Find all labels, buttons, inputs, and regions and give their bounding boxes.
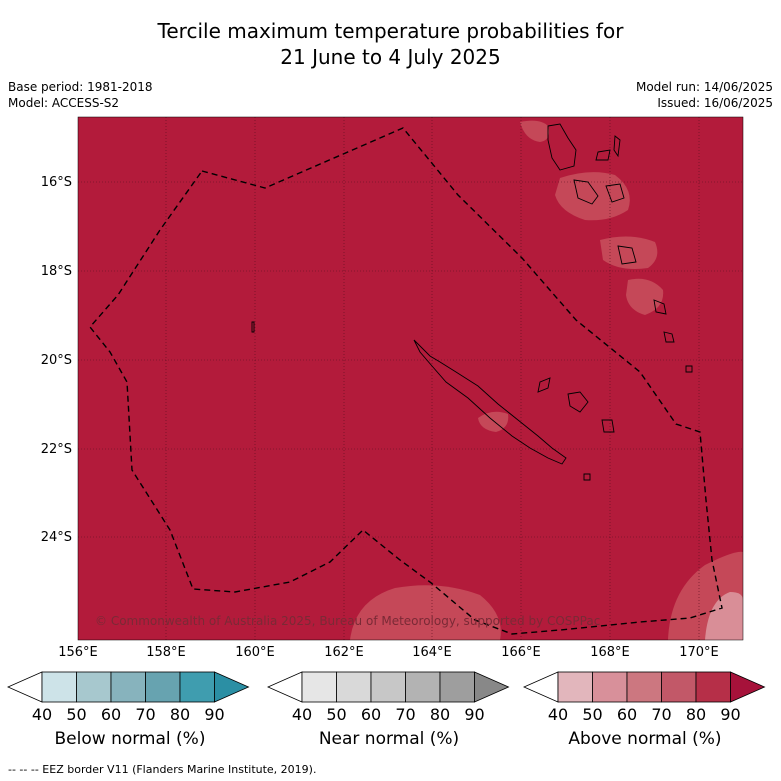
efate-coast: [653, 299, 667, 315]
ambrym-coast: [605, 183, 625, 203]
erromango-coast: [663, 331, 675, 343]
legend-near-normal: [267, 671, 510, 703]
legend-title-near: Near normal (%): [318, 729, 460, 749]
legend-tick-label: 40: [291, 705, 313, 724]
lat-label-16s: 16°S: [40, 175, 72, 190]
patch-vanuatu-north: [520, 120, 549, 142]
legend-tick-label: 50: [582, 705, 603, 724]
patch-southeast-lighter: [705, 592, 743, 640]
patch-south: [350, 585, 501, 640]
legend-title-above: Above normal (%): [568, 729, 722, 749]
legend-tick-label: 60: [360, 705, 382, 724]
lat-label-24s: 24°S: [40, 530, 72, 545]
chart-title: Tercile maximum temperature probabilitie…: [0, 18, 781, 70]
isle-of-pines-coast: [583, 473, 591, 481]
meta-left: Base period: 1981-2018 Model: ACCESS-S2: [8, 79, 153, 111]
lat-label-22s: 22°S: [40, 442, 72, 457]
legend-tick-label: 80: [685, 705, 707, 724]
legend-tick-label: 70: [651, 705, 672, 724]
legend-swatch: [661, 671, 697, 703]
legend-tick-label: 80: [429, 705, 451, 724]
legend-tick-label: 80: [169, 705, 191, 724]
legend-swatch: [405, 671, 441, 703]
legend-arrow-high: [730, 671, 766, 703]
legend-arrow-low: [267, 671, 303, 703]
legend-tick-label: 90: [204, 705, 225, 724]
map-background: [78, 117, 743, 640]
legend-title-below: Below normal (%): [54, 729, 206, 749]
legend-arrow-low: [7, 671, 43, 703]
lon-label-168e: 168°E: [590, 645, 630, 660]
legend-swatch: [145, 671, 181, 703]
legend-swatch: [626, 671, 662, 703]
legend-tick-label: 60: [100, 705, 122, 724]
mare-coast: [601, 419, 615, 433]
legend-swatch: [301, 671, 337, 703]
lat-label-20s: 20°S: [40, 353, 72, 368]
legend-swatch: [76, 671, 112, 703]
legend-swatch: [557, 671, 593, 703]
espiritu-santo-coast: [547, 123, 577, 171]
legend-tick-label: 60: [616, 705, 638, 724]
title-line-2: 21 June to 4 July 2025: [280, 45, 501, 69]
legend-tick-label: 50: [326, 705, 347, 724]
lon-label-162e: 162°E: [324, 645, 364, 660]
legend-swatch: [179, 671, 215, 703]
legend-tick-label: 70: [395, 705, 416, 724]
base-period: Base period: 1981-2018: [8, 80, 153, 94]
lon-label-158e: 158°E: [146, 645, 186, 660]
legend-tick-label: 90: [720, 705, 741, 724]
legend-above-normal: [523, 671, 766, 703]
model-run: Model run: 14/06/2025: [635, 80, 773, 94]
lon-label-160e: 160°E: [235, 645, 275, 660]
small-island-coast: [251, 321, 255, 333]
legend-tick-label: 40: [31, 705, 53, 724]
legend-arrow-high: [214, 671, 250, 703]
new-caledonia-coast: [413, 339, 567, 465]
map-copyright: © Commonwealth of Australia 2025, Bureau…: [95, 614, 601, 628]
coastlines: [251, 123, 693, 481]
legend-below-normal: [7, 671, 250, 703]
gridlines: [78, 117, 743, 640]
legend-swatch: [439, 671, 475, 703]
legend-tick-label: 70: [135, 705, 156, 724]
legend-tick-label: 90: [464, 705, 485, 724]
legend-swatch: [695, 671, 731, 703]
map-area: [78, 117, 743, 640]
lat-label-18s: 18°S: [40, 264, 72, 279]
lifou-coast: [567, 391, 589, 413]
patch-efate: [626, 278, 664, 315]
eez-footnote: -- -- -- EEZ border V11 (Flanders Marine…: [8, 763, 317, 776]
lon-label-166e: 166°E: [501, 645, 541, 660]
lon-label-164e: 164°E: [412, 645, 452, 660]
ambae-coast: [595, 149, 611, 161]
patch-vanuatu-central: [555, 172, 630, 221]
meta-right: Model run: 14/06/2025 Issued: 16/06/2025: [636, 79, 773, 111]
title-line-1: Tercile maximum temperature probabilitie…: [157, 19, 624, 43]
legend-arrow-high: [474, 671, 510, 703]
eez-border: [89, 127, 723, 635]
legend-swatch: [41, 671, 77, 703]
maewo-coast: [613, 135, 621, 158]
legend-swatch: [370, 671, 406, 703]
tanna-coast: [685, 365, 693, 373]
lon-label-156e: 156°E: [58, 645, 98, 660]
erromango-north-coast: [617, 245, 637, 265]
lon-label-170e: 170°E: [679, 645, 719, 660]
patch-vanuatu-south: [600, 236, 658, 269]
legend-tick-label: 50: [66, 705, 87, 724]
map-frame: [77, 116, 744, 641]
legend-tick-label: 40: [547, 705, 569, 724]
model-name: Model: ACCESS-S2: [8, 96, 120, 110]
legend-swatch: [592, 671, 628, 703]
ouvea-coast: [537, 377, 551, 393]
legend-arrow-low: [523, 671, 559, 703]
legend-swatch: [336, 671, 372, 703]
malakula-coast: [573, 179, 599, 205]
issued-date: Issued: 16/06/2025: [657, 96, 773, 110]
legend-swatch: [110, 671, 146, 703]
